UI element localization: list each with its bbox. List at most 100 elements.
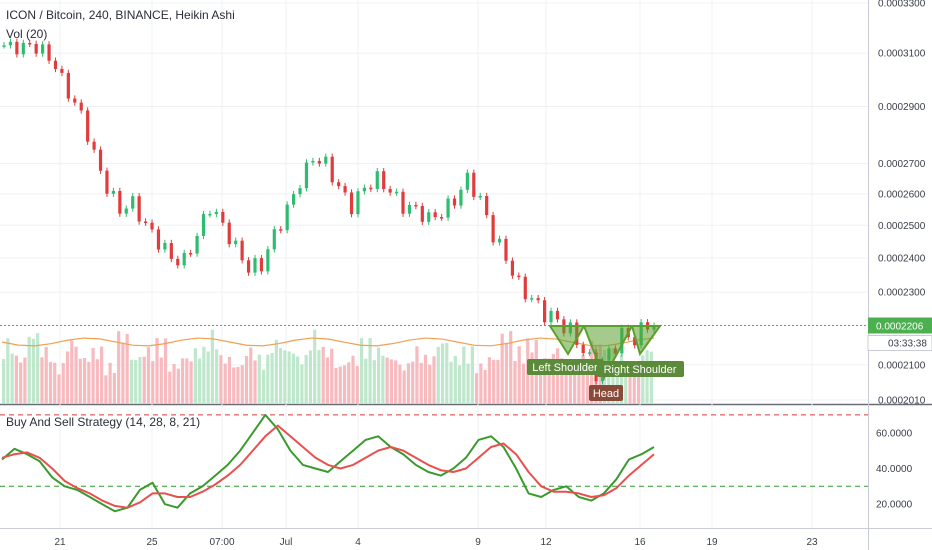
- left-shoulder-tag: [527, 359, 603, 375]
- volume-bar: [274, 339, 278, 404]
- volume-bar: [487, 357, 492, 404]
- volume-bar: [338, 366, 342, 404]
- candle-body: [2, 45, 6, 47]
- candle-body: [21, 42, 25, 55]
- volume-bar: [624, 370, 628, 404]
- volume-bar: [389, 359, 393, 404]
- volume-bar: [215, 349, 219, 404]
- volume-bar: [121, 342, 125, 404]
- time-tick-label: 07:00: [209, 537, 234, 548]
- candle-body: [414, 204, 418, 207]
- volume-bar: [359, 338, 364, 404]
- candle-body: [253, 258, 257, 273]
- price-tick-label: 0.0002500: [878, 221, 926, 232]
- volume-bar: [632, 372, 636, 404]
- volume-bar: [193, 348, 197, 404]
- candle-body: [542, 300, 547, 323]
- candle-body: [60, 68, 64, 73]
- volume-bar: [649, 351, 653, 404]
- price-tick-label: 0.0002700: [878, 159, 926, 170]
- price-tick-label: 0.0002300: [878, 288, 926, 299]
- countdown-text: 03:33:38: [888, 338, 927, 349]
- volume-bar: [577, 367, 581, 404]
- candle-body: [337, 182, 341, 187]
- candle-body: [259, 258, 264, 272]
- volume-bar: [564, 363, 568, 404]
- volume-bar: [355, 366, 359, 404]
- candle-body: [169, 243, 173, 259]
- candle-body: [28, 42, 32, 45]
- candle-body: [388, 189, 392, 193]
- last-price-badge-text: 0.0002206: [876, 321, 924, 332]
- last-price-badge: [868, 317, 932, 334]
- candle-body: [304, 162, 309, 189]
- volume-bar: [607, 355, 611, 404]
- volume-bar: [176, 368, 180, 404]
- candle-body: [530, 298, 534, 300]
- volume-bar: [125, 333, 129, 404]
- time-tick-label: 21: [54, 537, 66, 548]
- volume-bar: [210, 329, 215, 404]
- candle-body: [394, 191, 399, 194]
- candle-body: [124, 208, 128, 214]
- volume-bar: [377, 347, 381, 404]
- time-tick-label: 25: [146, 537, 158, 548]
- candle-body: [34, 43, 38, 54]
- volume-bar: [253, 360, 257, 404]
- candle-body: [234, 240, 238, 245]
- volume-bar: [568, 374, 572, 404]
- volume-bar: [342, 365, 347, 404]
- candle-body: [523, 276, 527, 300]
- volume-bar: [95, 359, 99, 404]
- candle-body: [343, 186, 347, 193]
- volume-bar: [61, 363, 65, 404]
- volume-bar: [44, 346, 48, 404]
- volume-bar: [240, 365, 244, 404]
- volume-bar: [227, 356, 232, 404]
- volume-bar: [368, 338, 372, 404]
- volume-bar: [560, 358, 564, 404]
- candle-body: [111, 190, 116, 194]
- candle-body: [285, 204, 289, 231]
- volume-bar: [180, 358, 185, 404]
- volume-bar: [462, 346, 466, 404]
- volume-bar: [78, 358, 82, 404]
- volume-bar: [40, 357, 44, 404]
- volume-indicator-label: Vol (20): [6, 27, 48, 41]
- volume-bar: [428, 364, 432, 404]
- candle-body: [214, 211, 218, 214]
- candle-body: [581, 344, 585, 353]
- volume-bar: [108, 362, 112, 404]
- volume-bar: [10, 353, 14, 404]
- candle-body: [375, 171, 379, 189]
- volume-bar: [645, 350, 649, 404]
- volume-bar: [57, 374, 61, 404]
- oscillator-tick-label: 40.0000: [876, 464, 913, 475]
- volume-bar: [53, 362, 57, 404]
- volume-bar: [36, 333, 40, 404]
- volume-bar: [82, 358, 87, 404]
- candle-body: [143, 221, 148, 224]
- candle-body: [298, 188, 302, 195]
- volume-bar: [2, 359, 6, 404]
- volume-bar: [321, 346, 325, 404]
- candle-body: [491, 215, 495, 243]
- candle-body: [156, 229, 161, 250]
- time-tick-label: 23: [806, 537, 818, 548]
- volume-bar: [74, 346, 78, 404]
- candle-body: [497, 238, 502, 243]
- volume-bar: [266, 354, 270, 404]
- volume-bar: [492, 359, 496, 404]
- oscillator-tick-label: 20.0000: [876, 500, 913, 511]
- volume-ma-line: [1, 337, 655, 347]
- volume-bar: [325, 357, 330, 404]
- volume-bar: [151, 361, 155, 404]
- volume-bar: [530, 352, 534, 404]
- candle-body: [549, 310, 553, 323]
- volume-bar: [573, 362, 577, 404]
- volume-bar: [236, 366, 240, 404]
- volume-bar: [117, 331, 121, 404]
- candle-body: [317, 160, 321, 164]
- volume-bar: [100, 346, 104, 404]
